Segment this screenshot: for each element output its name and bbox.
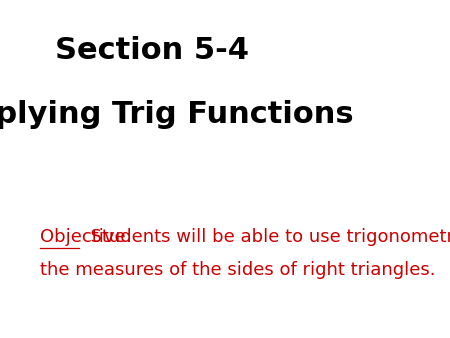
- Text: Objective:: Objective:: [40, 227, 132, 246]
- Text: Section 5-4: Section 5-4: [55, 36, 249, 65]
- Text: Applying Trig Functions: Applying Trig Functions: [0, 100, 354, 129]
- Text: the measures of the sides of right triangles.: the measures of the sides of right trian…: [40, 261, 436, 280]
- Text: Students will be able to use trigonometry to find: Students will be able to use trigonometr…: [79, 227, 450, 246]
